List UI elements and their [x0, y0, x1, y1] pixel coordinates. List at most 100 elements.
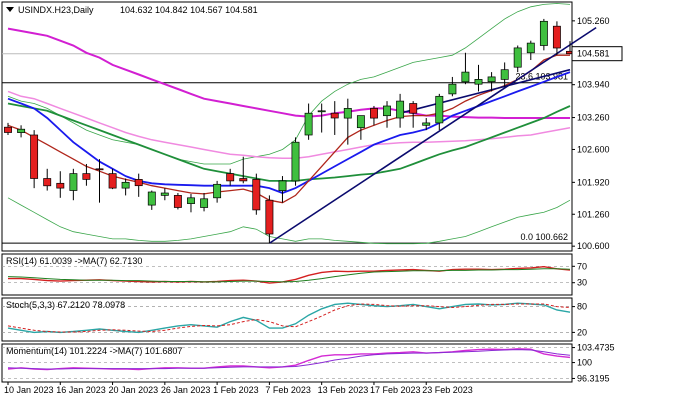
price-tick-label: 103.940 — [577, 80, 610, 90]
ma-green — [7, 102, 571, 182]
ma-magenta — [7, 27, 570, 119]
candle-body — [187, 197, 195, 204]
candle — [526, 40, 535, 61]
candle — [278, 176, 287, 203]
candle-body — [95, 168, 104, 171]
candle — [500, 62, 509, 87]
price-tick-label: 103.260 — [577, 113, 610, 123]
candle-body — [265, 199, 274, 235]
rsi-tick-label: 70 — [577, 261, 587, 271]
candle-body — [69, 173, 78, 191]
candle-body — [226, 173, 235, 182]
candle — [239, 156, 248, 184]
candle — [265, 195, 274, 244]
candle-body — [343, 108, 352, 119]
rsi-tick-label: 30 — [577, 278, 587, 288]
candle-body — [448, 83, 457, 95]
candle-body — [160, 192, 169, 196]
candle-body — [474, 79, 483, 85]
candle-body — [4, 126, 12, 133]
candle-body — [539, 20, 548, 46]
candle — [108, 168, 117, 190]
date-tick-label: 17 Feb 2023 — [370, 385, 421, 395]
candle — [17, 125, 26, 138]
rsi-panel: RSI(14) 61.0039 ->MA(7) 62.7130 — [1, 253, 573, 296]
bollinger-lower — [7, 197, 571, 245]
candle — [370, 105, 378, 126]
stoch-panel: Stoch(5,3,3) 67.2120 78.0978 — [1, 297, 573, 342]
price-tick-label: 102.600 — [577, 144, 610, 154]
candle-body — [370, 108, 378, 119]
candle — [383, 101, 391, 128]
candle-body — [487, 76, 496, 83]
candle-body — [330, 112, 339, 119]
candle-body — [200, 198, 209, 208]
stoch-tick-label: 80 — [577, 302, 587, 312]
candle — [513, 45, 522, 73]
candle — [356, 115, 365, 140]
ma-pink — [7, 90, 571, 159]
candle — [435, 93, 444, 131]
candle — [252, 173, 261, 215]
candle — [409, 101, 418, 128]
candle — [200, 192, 209, 212]
ma-fast — [7, 54, 570, 204]
candle — [317, 103, 326, 133]
candle — [461, 52, 470, 85]
momentum-ma — [7, 349, 571, 370]
candle-body — [134, 179, 143, 187]
rsi-ma — [7, 268, 571, 283]
candle-body — [461, 71, 470, 83]
date-tick-label: 1 Feb 2023 — [213, 385, 259, 395]
candle-body — [82, 173, 91, 180]
candle-body — [239, 178, 248, 182]
candle — [187, 193, 195, 213]
momentum-label: Momentum(14) 101.2224 ->MA(7) 101.6807 — [6, 346, 182, 356]
candle — [343, 98, 352, 145]
candle-body — [409, 103, 418, 114]
candle — [396, 93, 405, 128]
candle — [552, 21, 561, 56]
date-tick-label: 26 Jan 2023 — [161, 385, 211, 395]
price-tick-label: 100.600 — [577, 241, 610, 251]
candle-body — [513, 47, 522, 68]
candle-body — [17, 128, 26, 133]
bollinger-upper — [7, 3, 571, 165]
date-tick-label: 23 Feb 2023 — [422, 385, 473, 395]
trendline — [399, 68, 571, 114]
candle-body — [173, 195, 182, 208]
candle-body — [43, 178, 52, 187]
candle — [69, 168, 78, 201]
current-price-label: 104.581 — [577, 49, 610, 59]
rsi-panel-frame — [1, 253, 573, 296]
stoch-k — [7, 302, 571, 334]
candle-body — [30, 134, 39, 179]
candle — [226, 168, 235, 186]
candle-body — [108, 173, 117, 189]
candle — [330, 101, 339, 135]
candle-body — [356, 115, 365, 129]
candle-body — [526, 42, 535, 54]
candle — [4, 122, 12, 135]
candle — [82, 163, 91, 186]
candle — [160, 188, 169, 201]
momentum-tick-label: 103.4735 — [577, 343, 615, 353]
candle-body — [291, 141, 300, 182]
candle — [213, 180, 222, 203]
date-tick-label: 16 Jan 2023 — [56, 385, 106, 395]
stoch-d — [7, 303, 571, 333]
trendline — [268, 26, 597, 244]
candle — [422, 118, 431, 131]
date-tick-label: 20 Jan 2023 — [109, 385, 159, 395]
date-tick-label: 10 Jan 2023 — [4, 385, 54, 395]
price-tick-label: 101.260 — [577, 209, 610, 219]
candle-body — [252, 179, 261, 211]
candle-body — [552, 25, 561, 49]
price-panel: 23.6 103.9810.0 100.662 USINDX.H23,Daily… — [1, 1, 597, 252]
candle-body — [435, 95, 444, 124]
candle — [304, 103, 313, 140]
candle-body — [396, 100, 405, 119]
stoch-tick-label: 20 — [577, 327, 587, 337]
candle — [474, 64, 483, 92]
stoch-label: Stoch(5,3,3) 67.2120 78.0978 — [6, 300, 125, 310]
